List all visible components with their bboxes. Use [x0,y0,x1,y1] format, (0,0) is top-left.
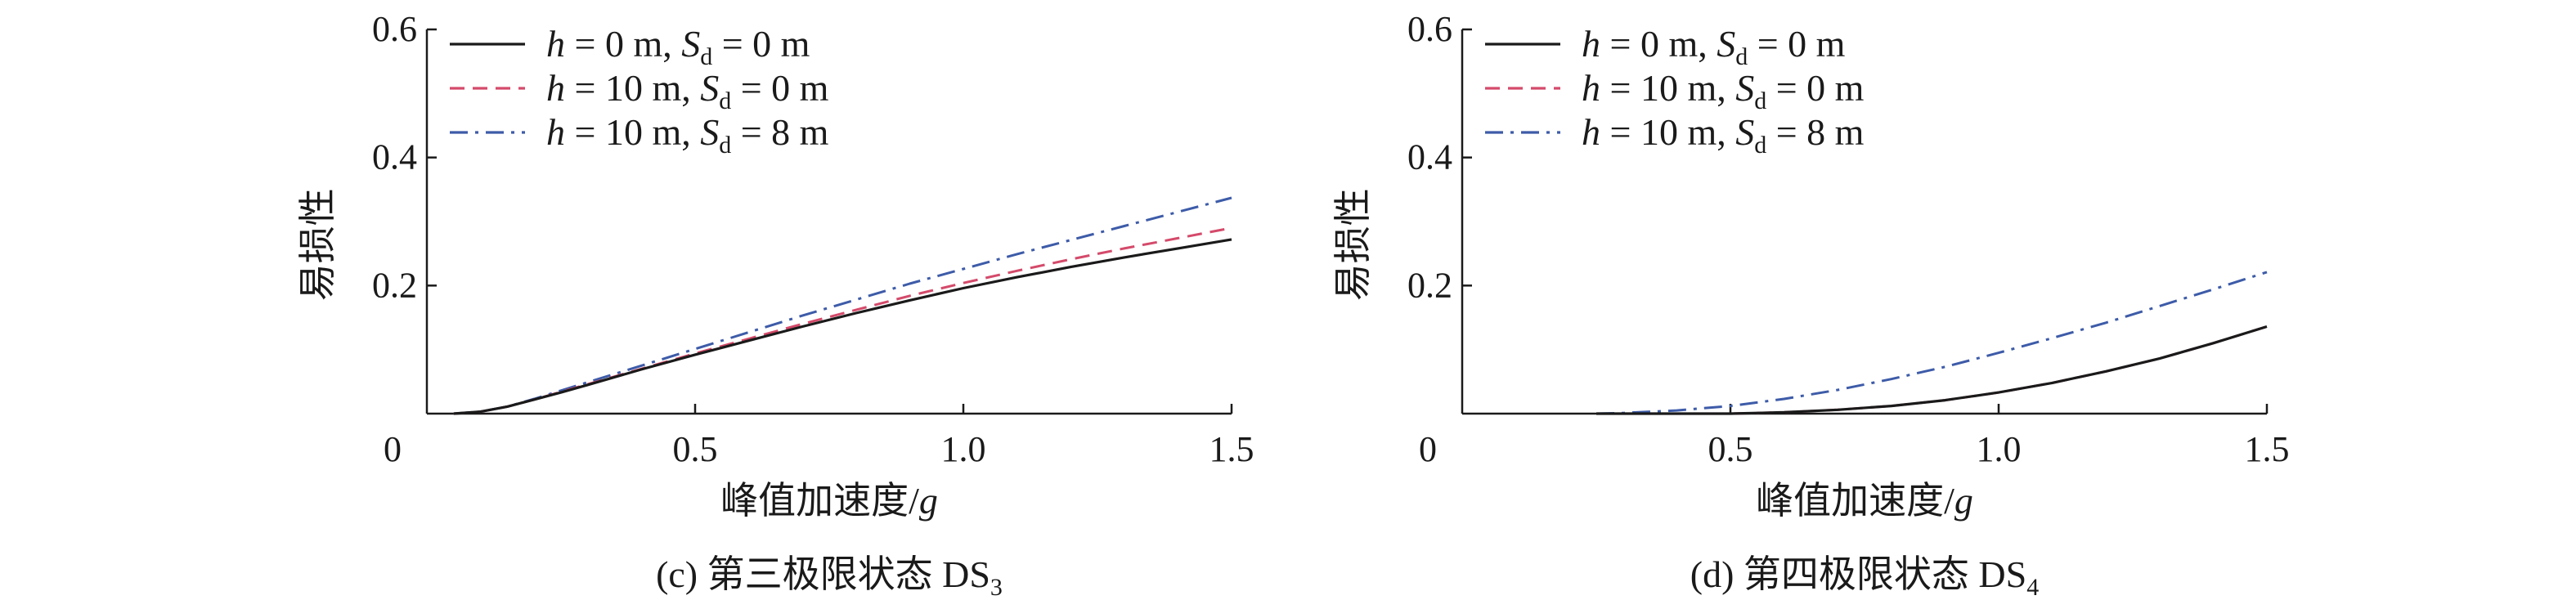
y-axis-label: 易损性 [297,188,339,301]
legend-label-1: h = 0 m, Sd = 0 m [1582,23,1846,70]
x-axis-label: 峰值加速度/g [1756,480,1973,522]
x-tick-label: 0 [384,429,402,469]
y-tick-label: 0.6 [1407,9,1452,49]
series-line-2 [453,226,1232,415]
legend-label-2: h = 10 m, Sd = 0 m [1582,67,1865,114]
series-line-3 [1595,271,2268,415]
x-tick-label: 1.0 [941,429,986,469]
panel-caption: (d) 第四极限状态 DS4 [1690,553,2039,601]
series-line-1 [1596,325,2268,415]
x-tick-label: 1.5 [1209,429,1254,469]
x-tick-label: 0.5 [673,429,718,469]
y-tick-label: 0.4 [1407,137,1452,177]
x-tick-label: 1.0 [1977,429,2022,469]
legend-label-2: h = 10 m, Sd = 0 m [546,67,829,114]
y-tick-label: 0.6 [372,9,417,49]
y-tick-label: 0.2 [372,265,417,305]
legend-label-1: h = 0 m, Sd = 0 m [546,23,810,70]
x-axis-label: 峰值加速度/g [720,480,938,522]
y-tick-label: 0.2 [1407,265,1452,305]
series-line-1 [453,238,1232,415]
y-axis-label: 易损性 [1332,188,1374,301]
y-tick-label: 0.4 [372,137,417,177]
panel-caption: (c) 第三极限状态 DS3 [656,553,1003,601]
x-tick-label: 0.5 [1708,429,1753,469]
legend-label-3: h = 10 m, Sd = 8 m [546,111,829,159]
x-tick-label: 0 [1419,429,1437,469]
series-line-3 [453,196,1232,415]
legend-label-3: h = 10 m, Sd = 8 m [1582,111,1865,159]
x-tick-label: 1.5 [2245,429,2290,469]
